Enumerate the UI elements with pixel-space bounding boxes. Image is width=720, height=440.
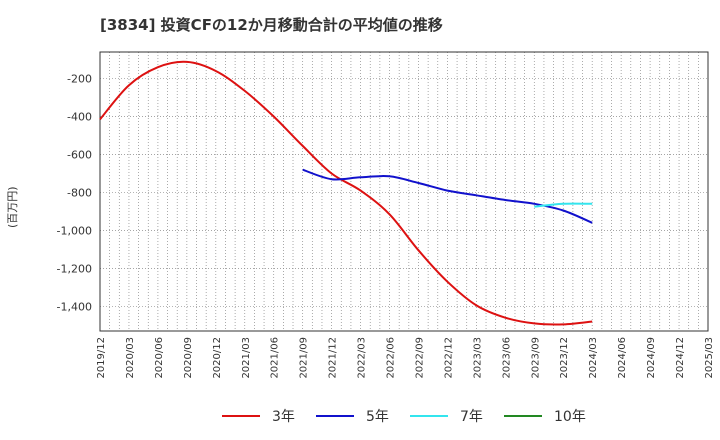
legend-label: 3年 (272, 409, 295, 425)
legend-label: 10年 (554, 409, 586, 425)
legend-item-2: 7年 (410, 404, 483, 428)
series-line-2 (534, 202, 593, 208)
legend-label: 7年 (460, 409, 483, 425)
x-tick-label: 2021/09 (299, 337, 310, 379)
x-tick-label: 2022/09 (414, 337, 425, 379)
x-tick-label: 2022/03 (357, 337, 368, 379)
y-tick-label: -1,200 (57, 262, 92, 275)
x-tick-label: 2021/03 (241, 337, 252, 379)
x-tick-label: 2024/12 (675, 337, 686, 379)
x-tick-label: 2024/03 (588, 337, 599, 379)
x-tick-label: 2023/12 (559, 337, 570, 379)
legend-swatch (410, 415, 448, 417)
legend-item-3: 10年 (504, 404, 586, 428)
plot-frame (99, 51, 709, 332)
x-tick-label: 2020/12 (212, 337, 223, 379)
legend-item-1: 5年 (316, 404, 389, 428)
x-tick-label: 2023/09 (530, 337, 541, 379)
line-chart: -200 -400 -600 -800 -1,000 -1,200 -1,400 2019/… (57, 51, 715, 379)
series-lines (99, 60, 593, 326)
legend-swatch (222, 415, 260, 417)
x-tick-label: 2020/06 (154, 337, 165, 379)
x-tick-label: 2020/09 (183, 337, 194, 379)
x-tick-label: 2020/03 (125, 337, 136, 379)
y-tick-label: -200 (67, 73, 92, 86)
x-axis-ticks: 2019/12 2020/03 2020/06 2020/09 2020/12 2021/… (96, 337, 715, 379)
legend-swatch (504, 415, 542, 417)
x-tick-label: 2021/06 (270, 337, 281, 379)
x-tick-label: 2022/12 (443, 337, 454, 379)
x-tick-label: 2023/06 (501, 337, 512, 379)
y-tick-label: -400 (67, 111, 92, 124)
y-tick-label: -800 (67, 186, 92, 199)
y-tick-label: -1,400 (57, 300, 92, 313)
legend-swatch (316, 415, 354, 417)
x-tick-label: 2019/12 (96, 337, 107, 379)
x-tick-label: 2024/09 (646, 337, 657, 379)
y-tick-label: -1,000 (57, 224, 92, 237)
y-tick-label: -600 (67, 148, 92, 161)
x-tick-label: 2024/06 (617, 337, 628, 379)
legend-item-0: 3年 (222, 404, 295, 428)
chart-title: [3834] 投資CFの12か月移動合計の平均値の推移 (100, 16, 443, 34)
legend-label: 5年 (366, 409, 389, 425)
x-tick-label: 2023/03 (472, 337, 483, 379)
legend: 3年 5年 7年 10年 (0, 404, 720, 428)
x-tick-label: 2021/12 (328, 337, 339, 379)
x-tick-label: 2025/03 (704, 337, 715, 379)
grid (100, 52, 708, 331)
series-line-0 (99, 60, 593, 326)
y-axis-ticks: -200 -400 -600 -800 -1,000 -1,200 -1,400 (57, 73, 92, 314)
x-tick-label: 2022/06 (386, 337, 397, 379)
